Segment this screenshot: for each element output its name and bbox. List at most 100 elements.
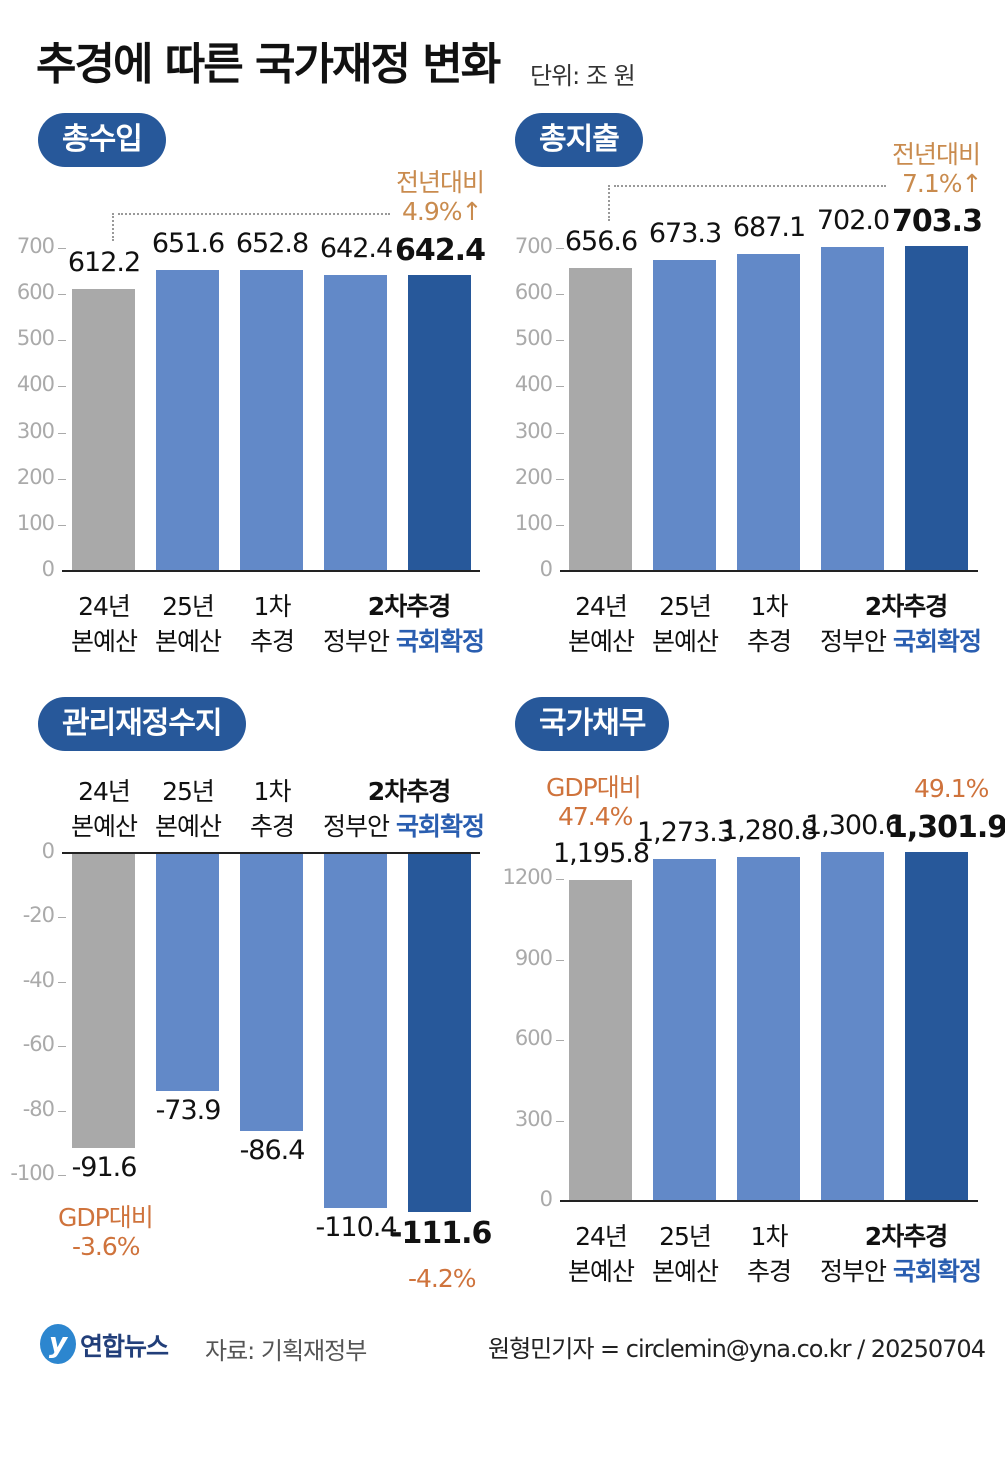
category-label-line1: 25년	[162, 777, 215, 806]
bar-3	[324, 274, 387, 571]
panel-title-total-revenue: 총수입	[38, 113, 166, 167]
value-label: 1,301.9	[887, 809, 1005, 845]
y-tick-mark	[58, 478, 66, 480]
annotation-expenditure-value: 7.1%↑	[902, 169, 982, 198]
category-label-line2: 국회확정	[395, 812, 485, 841]
category-group-label: 2차추경	[367, 777, 451, 806]
unit-label: 단위: 조 원	[530, 62, 636, 90]
y-tick-mark	[556, 524, 564, 526]
category-label-line1: 24년	[575, 592, 628, 621]
category-label-line2: 정부안	[322, 812, 390, 841]
category-label-line1: 25년	[659, 592, 712, 621]
value-label: 1,273.3	[636, 817, 734, 849]
category-label-line2: 추경	[249, 627, 295, 656]
category-label-line2: 추경	[746, 1257, 792, 1286]
y-tick-label: 700	[514, 234, 553, 258]
value-label: 1,195.8	[552, 838, 650, 870]
bar-1	[653, 260, 716, 571]
category-label-line2: 국회확정	[892, 1257, 982, 1286]
category-label-line2: 추경	[746, 627, 792, 656]
credit-text: 원형민기자 = circlemin@yna.co.kr / 20250704	[488, 1335, 986, 1363]
y-tick-label: 500	[16, 326, 55, 351]
annotation-connector	[112, 213, 114, 241]
annotation-expenditure-label: 전년대비	[892, 140, 981, 169]
y-tick-mark	[58, 294, 66, 296]
bar-2	[240, 853, 303, 1132]
category-group-label: 2차추경	[864, 592, 948, 621]
annotation-balance-gdp-label: GDP대비	[58, 1203, 154, 1232]
category-label-line1: 24년	[575, 1222, 628, 1251]
category-label-line2: 본예산	[154, 627, 222, 656]
x-axis-line	[62, 570, 480, 572]
y-tick-label: -20	[22, 903, 55, 928]
category-label-line2: 본예산	[651, 1257, 719, 1286]
y-tick-label: 400	[16, 372, 55, 397]
y-tick-label: 300	[514, 1106, 553, 1131]
value-label: 673.3	[648, 218, 722, 250]
category-label-line2: 본예산	[154, 812, 222, 841]
y-tick-label: 700	[16, 234, 55, 258]
y-tick-label: -40	[22, 967, 55, 992]
y-tick-mark	[556, 478, 564, 480]
category-label-line2: 국회확정	[892, 627, 982, 656]
y-tick-label: 0	[539, 557, 553, 581]
y-tick-mark	[58, 524, 66, 526]
category-label-line1: 24년	[78, 777, 131, 806]
value-label: 642.4	[395, 232, 486, 268]
y-tick-mark	[58, 1046, 66, 1048]
y-tick-label: 300	[514, 418, 553, 443]
y-tick-mark	[556, 386, 564, 388]
bar-4	[905, 851, 968, 1201]
y-tick-label: 1200	[502, 865, 553, 889]
category-label-line1: 24년	[78, 592, 131, 621]
y-tick-mark	[556, 959, 564, 961]
y-tick-label: 600	[16, 280, 55, 305]
category-label-line1: 1차	[750, 592, 789, 621]
bar-3	[821, 247, 884, 571]
bar-3	[324, 853, 387, 1209]
bar-4	[408, 853, 471, 1213]
y-tick-mark	[58, 386, 66, 388]
y-tick-label: 600	[514, 280, 553, 305]
bar-2	[737, 253, 800, 571]
y-tick-mark	[556, 1120, 564, 1122]
y-tick-mark	[556, 879, 564, 880]
y-tick-mark	[58, 917, 66, 919]
bar-3	[821, 852, 884, 1201]
category-label-line1: 25년	[162, 592, 215, 621]
value-label: 703.3	[892, 204, 983, 240]
value-label: 1,300.6	[804, 810, 902, 841]
bar-2	[737, 857, 800, 1201]
x-axis-line	[62, 852, 480, 854]
annotation-revenue-value: 4.9%↑	[402, 197, 482, 226]
bar-4	[408, 274, 471, 571]
y-tick-label: -100	[10, 1161, 55, 1185]
y-tick-mark	[58, 1175, 66, 1176]
value-label: 656.6	[564, 226, 638, 258]
bar-0	[72, 288, 135, 571]
y-tick-mark	[556, 1040, 564, 1041]
category-label-line2: 본예산	[567, 627, 635, 656]
value-label: -111.6	[390, 1216, 492, 1252]
x-axis-line	[560, 1200, 978, 1202]
value-label: -73.9	[155, 1094, 222, 1126]
yonhap-logo-icon: y	[40, 1324, 76, 1364]
y-tick-label: 400	[514, 372, 553, 397]
value-label: -110.4	[315, 1212, 397, 1244]
y-tick-label: -60	[22, 1032, 55, 1057]
annotation-connector	[614, 185, 886, 187]
bar-1	[156, 853, 219, 1091]
category-label-line2: 본예산	[567, 1257, 635, 1286]
y-tick-label: 0	[41, 557, 55, 581]
value-label: 1,280.8	[720, 815, 818, 847]
category-label-line2: 정부안	[322, 627, 390, 656]
y-tick-label: 200	[514, 464, 553, 489]
value-label: 687.1	[732, 211, 806, 243]
category-label-line2: 본예산	[70, 627, 138, 656]
annotation-connector	[118, 213, 390, 215]
bar-4	[905, 246, 968, 571]
value-label: 652.8	[235, 227, 309, 259]
y-tick-label: 0	[539, 1187, 553, 1211]
bar-2	[240, 269, 303, 571]
